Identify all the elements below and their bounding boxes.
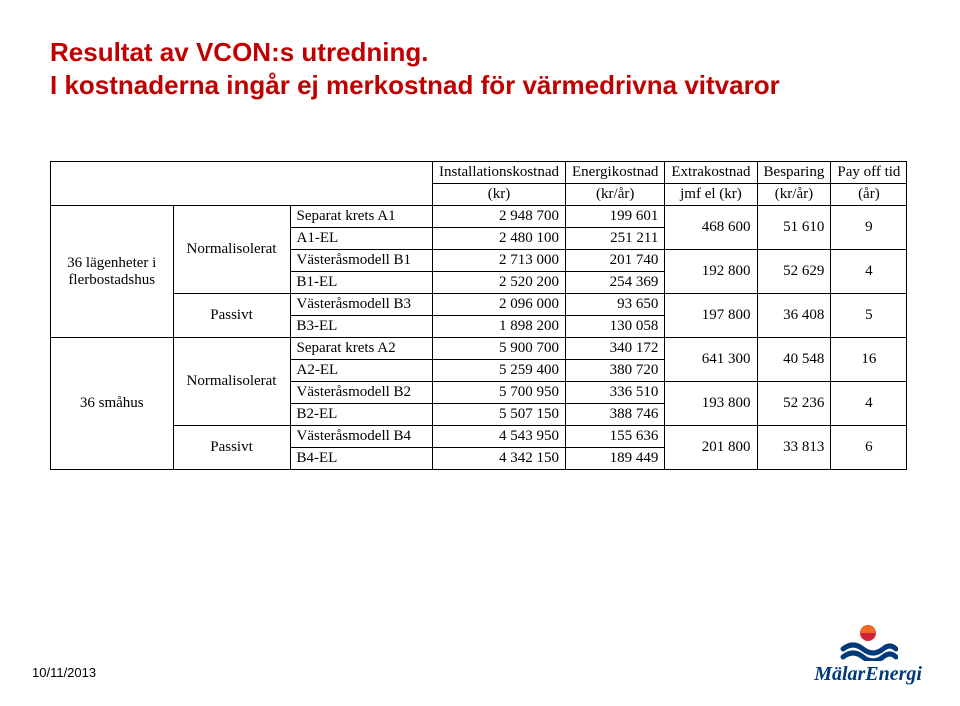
row-name: A1-EL	[290, 228, 433, 250]
cell-saving: 33 813	[757, 426, 831, 470]
cell-energy: 93 650	[566, 294, 665, 316]
cell-extra: 468 600	[665, 206, 757, 250]
cell-extra: 193 800	[665, 382, 757, 426]
unit-saving: (kr/år)	[757, 184, 831, 206]
row-name: Västeråsmodell B3	[290, 294, 433, 316]
cell-energy: 336 510	[566, 382, 665, 404]
block-label: Normalisolerat	[173, 338, 290, 426]
unit-energy: (kr/år)	[566, 184, 665, 206]
cell-saving: 52 236	[757, 382, 831, 426]
cell-energy: 189 449	[566, 448, 665, 470]
cell-saving: 52 629	[757, 250, 831, 294]
logo-icon	[838, 619, 898, 661]
cell-payoff: 16	[831, 338, 907, 382]
data-table: Installationskostnad Energikostnad Extra…	[50, 161, 907, 470]
col-install: Installationskostnad	[433, 162, 566, 184]
cell-energy: 380 720	[566, 360, 665, 382]
cell-payoff: 6	[831, 426, 907, 470]
group-label-line2: flerbostadshus	[68, 272, 155, 288]
cell-extra: 192 800	[665, 250, 757, 294]
cell-install: 5 700 950	[433, 382, 566, 404]
row-name: Västeråsmodell B1	[290, 250, 433, 272]
cell-install: 2 520 200	[433, 272, 566, 294]
row-name: B2-EL	[290, 404, 433, 426]
cell-install: 5 259 400	[433, 360, 566, 382]
table-row: Passivt Västeråsmodell B3 2 096 000 93 6…	[51, 294, 907, 316]
block-label: Normalisolerat	[173, 206, 290, 294]
row-name: B4-EL	[290, 448, 433, 470]
group-label: 36 lägenheter i flerbostadshus	[51, 206, 174, 338]
cell-energy: 388 746	[566, 404, 665, 426]
cell-install: 2 096 000	[433, 294, 566, 316]
cell-install: 1 898 200	[433, 316, 566, 338]
row-name: A2-EL	[290, 360, 433, 382]
row-name: Separat krets A1	[290, 206, 433, 228]
block-label: Passivt	[173, 426, 290, 470]
row-name: Separat krets A2	[290, 338, 433, 360]
cell-extra: 197 800	[665, 294, 757, 338]
cell-energy: 254 369	[566, 272, 665, 294]
cell-install: 2 480 100	[433, 228, 566, 250]
cell-saving: 51 610	[757, 206, 831, 250]
cell-saving: 36 408	[757, 294, 831, 338]
unit-install: (kr)	[433, 184, 566, 206]
cell-install: 2 948 700	[433, 206, 566, 228]
row-name: Västeråsmodell B4	[290, 426, 433, 448]
col-payoff: Pay off tid	[831, 162, 907, 184]
title-line-2: I kostnaderna ingår ej merkostnad för vä…	[50, 70, 780, 100]
cell-install: 4 543 950	[433, 426, 566, 448]
row-name: B1-EL	[290, 272, 433, 294]
cell-payoff: 4	[831, 250, 907, 294]
cell-payoff: 9	[831, 206, 907, 250]
unit-extra: jmf el (kr)	[665, 184, 757, 206]
data-table-wrap: Installationskostnad Energikostnad Extra…	[50, 161, 910, 470]
cell-extra: 641 300	[665, 338, 757, 382]
table-row: 36 småhus Normalisolerat Separat krets A…	[51, 338, 907, 360]
table-header-row-1: Installationskostnad Energikostnad Extra…	[51, 162, 907, 184]
logo: MälarEnergi	[814, 619, 922, 686]
cell-extra: 201 800	[665, 426, 757, 470]
cell-install: 2 713 000	[433, 250, 566, 272]
title-line-1: Resultat av VCON:s utredning.	[50, 37, 429, 67]
slide: Resultat av VCON:s utredning. I kostnade…	[0, 0, 960, 706]
unit-payoff: (år)	[831, 184, 907, 206]
row-name: Västeråsmodell B2	[290, 382, 433, 404]
block-label: Passivt	[173, 294, 290, 338]
row-name: B3-EL	[290, 316, 433, 338]
table-row: Passivt Västeråsmodell B4 4 543 950 155 …	[51, 426, 907, 448]
cell-energy: 201 740	[566, 250, 665, 272]
table-row: 36 lägenheter i flerbostadshus Normaliso…	[51, 206, 907, 228]
cell-energy: 155 636	[566, 426, 665, 448]
cell-install: 5 900 700	[433, 338, 566, 360]
col-extra: Extrakostnad	[665, 162, 757, 184]
group-label-line1: 36 lägenheter i	[67, 255, 156, 271]
cell-energy: 130 058	[566, 316, 665, 338]
footer-date: 10/11/2013	[32, 665, 96, 680]
cell-install: 4 342 150	[433, 448, 566, 470]
cell-install: 5 507 150	[433, 404, 566, 426]
cell-saving: 40 548	[757, 338, 831, 382]
cell-energy: 251 211	[566, 228, 665, 250]
cell-payoff: 4	[831, 382, 907, 426]
col-saving: Besparing	[757, 162, 831, 184]
cell-energy: 199 601	[566, 206, 665, 228]
cell-payoff: 5	[831, 294, 907, 338]
logo-text: MälarEnergi	[814, 663, 922, 686]
cell-energy: 340 172	[566, 338, 665, 360]
slide-title: Resultat av VCON:s utredning. I kostnade…	[50, 36, 910, 101]
col-energy: Energikostnad	[566, 162, 665, 184]
group-label: 36 småhus	[51, 338, 174, 470]
